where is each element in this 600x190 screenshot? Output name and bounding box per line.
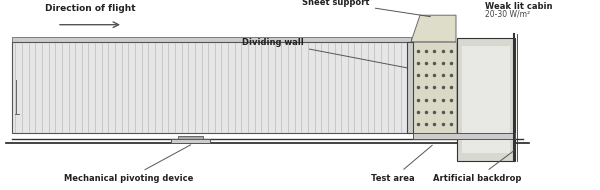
Bar [171,139,210,143]
Text: Weak lit cabin: Weak lit cabin [485,2,552,11]
Bar [12,42,411,133]
Bar [457,38,515,161]
Text: Artificial backdrop: Artificial backdrop [433,151,521,183]
Bar [178,136,203,139]
Bar [413,42,456,133]
Bar [413,133,515,139]
Text: Sheet support: Sheet support [302,0,430,17]
Bar [407,42,413,133]
Polygon shape [411,15,456,42]
Bar [12,37,411,42]
Text: Dividing wall: Dividing wall [242,38,407,68]
Text: Test area: Test area [371,145,432,183]
Text: 20-30 W/m²: 20-30 W/m² [485,10,530,19]
Text: Direction of flight: Direction of flight [44,4,136,13]
Bar [462,46,510,153]
Text: Mechanical pivoting device: Mechanical pivoting device [64,145,194,183]
